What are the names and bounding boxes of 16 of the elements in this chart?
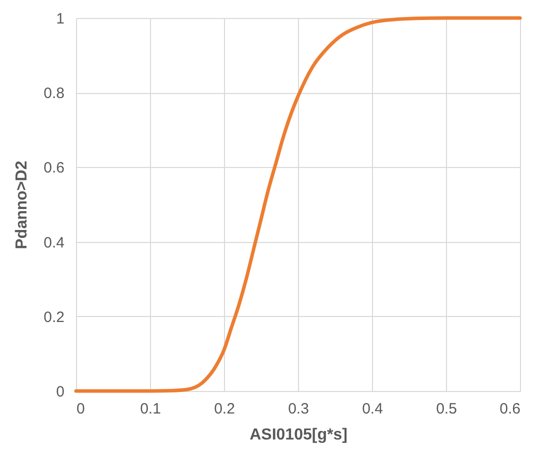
y-tick-label: 0.8 — [44, 85, 64, 102]
x-tick-label: 0 — [76, 400, 85, 418]
x-tick-label: 0.1 — [140, 400, 161, 418]
x-tick-label: 0.5 — [436, 400, 457, 418]
y-tick-label: 0.4 — [44, 234, 64, 252]
y-tick-label: 1 — [56, 10, 64, 28]
line-series — [74, 16, 522, 393]
x-tick-label: 0.4 — [362, 400, 383, 418]
x-tick-label: 0.2 — [214, 400, 235, 418]
x-tick-label: 0.3 — [288, 400, 309, 418]
y-axis-title: Pdanno>D2 — [14, 160, 31, 250]
x-axis-title: ASI0105[g*s] — [250, 426, 348, 444]
y-tick-label: 0 — [56, 384, 64, 400]
y-tick-label: 0.2 — [44, 308, 64, 326]
y-tick-label: 0.6 — [44, 160, 64, 177]
x-tick-label: 0.6 — [500, 400, 520, 418]
